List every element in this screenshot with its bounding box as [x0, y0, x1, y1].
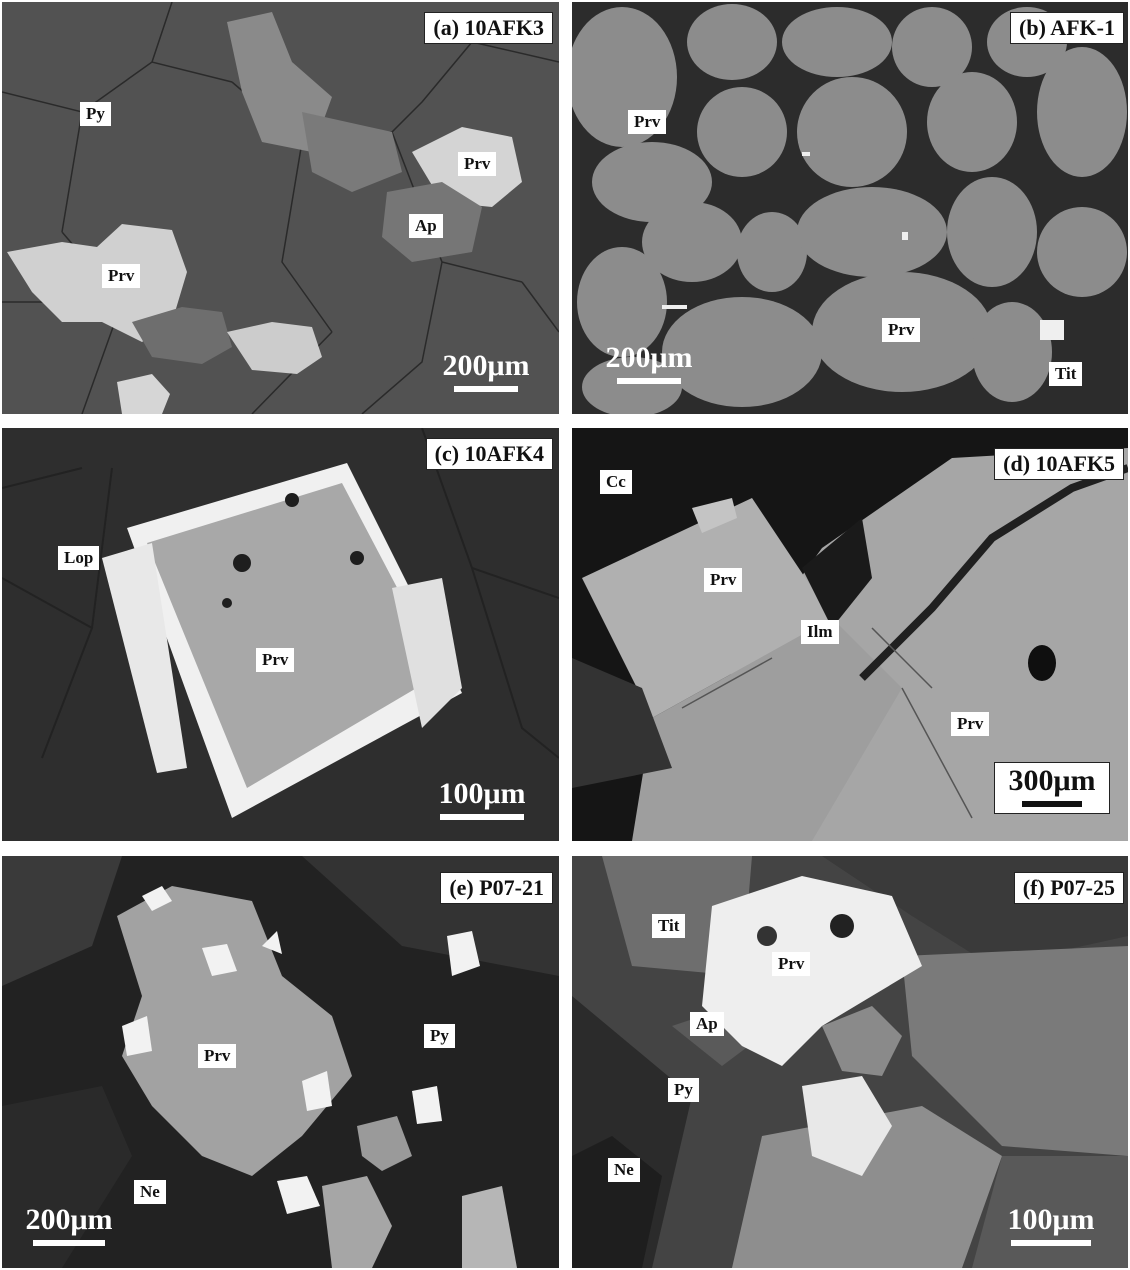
panel-c: (c) 10AFK4 Lop Prv 100μm	[2, 428, 559, 841]
panel-a-scale-text: 200μm	[442, 349, 530, 382]
panel-b-image	[572, 2, 1128, 414]
panel-f-title: (f) P07-25	[1013, 872, 1124, 904]
panel-d-label-ilm: Ilm	[801, 620, 839, 644]
panel-c-image	[2, 428, 559, 841]
panel-b-scale-text: 200μm	[605, 341, 693, 374]
panel-c-scale-text: 100μm	[438, 777, 526, 810]
panel-e-label-ne: Ne	[134, 1180, 166, 1204]
panel-d-label-prv-1: Prv	[704, 568, 743, 592]
panel-f-scale-text: 100μm	[1007, 1203, 1095, 1236]
panel-f-label-ne: Ne	[608, 1158, 640, 1182]
panel-d: (d) 10AFK5 Cc Prv Ilm Prv 300μm	[572, 428, 1128, 841]
panel-f-label-py: Py	[668, 1078, 699, 1102]
panel-f: (f) P07-25 Tit Prv Ap Py Ne 100μm	[572, 856, 1128, 1268]
panel-d-scale-text: 300μm	[1008, 764, 1096, 797]
panel-a-label-py: Py	[80, 102, 111, 126]
panel-e-title: (e) P07-21	[440, 872, 553, 904]
panel-a: (a) 10AFK3 Py Prv Ap Prv 200μm	[2, 2, 559, 414]
panel-d-title: (d) 10AFK5	[994, 448, 1124, 480]
panel-e-scale-line	[33, 1240, 105, 1246]
panel-d-label-cc: Cc	[600, 470, 632, 494]
panel-e-label-py: Py	[424, 1024, 455, 1048]
panel-c-label-lop: Lop	[58, 546, 100, 570]
panel-f-label-tit: Tit	[652, 914, 686, 938]
panel-a-label-prv-1: Prv	[458, 152, 497, 176]
panel-d-scale-line	[1022, 801, 1082, 807]
panel-f-scale-line	[1011, 1240, 1091, 1246]
panel-a-label-prv-2: Prv	[102, 264, 141, 288]
panel-f-label-prv: Prv	[772, 952, 811, 976]
panel-f-scale-bar: 100μm	[996, 1204, 1106, 1246]
panel-c-scale-bar: 100μm	[427, 778, 537, 820]
panel-a-scale-bar: 200μm	[431, 350, 541, 392]
panel-f-label-ap: Ap	[690, 1012, 724, 1036]
panel-a-scale-line	[454, 386, 518, 392]
panel-b: (b) AFK-1 Prv Prv Tit 200μm	[572, 2, 1128, 414]
panel-a-label-ap: Ap	[409, 214, 443, 238]
panel-b-scale-line	[617, 378, 681, 384]
panel-e-scale-bar: 200μm	[14, 1204, 124, 1246]
panel-d-label-prv-2: Prv	[951, 712, 990, 736]
panel-c-scale-line	[440, 814, 524, 820]
panel-b-title: (b) AFK-1	[1010, 12, 1124, 44]
panel-a-image	[2, 2, 559, 414]
panel-b-label-prv-1: Prv	[628, 110, 667, 134]
panel-b-label-prv-2: Prv	[882, 318, 921, 342]
panel-d-scale-bar: 300μm	[994, 762, 1110, 814]
panel-e-scale-text: 200μm	[25, 1203, 113, 1236]
panel-e: (e) P07-21 Prv Py Ne 200μm	[2, 856, 559, 1268]
panel-b-scale-bar: 200μm	[594, 342, 704, 384]
panel-a-title: (a) 10AFK3	[424, 12, 553, 44]
panel-b-label-tit: Tit	[1049, 362, 1083, 386]
panel-e-image	[2, 856, 559, 1268]
panel-e-label-prv: Prv	[198, 1044, 237, 1068]
panel-c-title: (c) 10AFK4	[425, 438, 553, 470]
panel-c-label-prv: Prv	[256, 648, 295, 672]
panel-d-image	[572, 428, 1128, 841]
